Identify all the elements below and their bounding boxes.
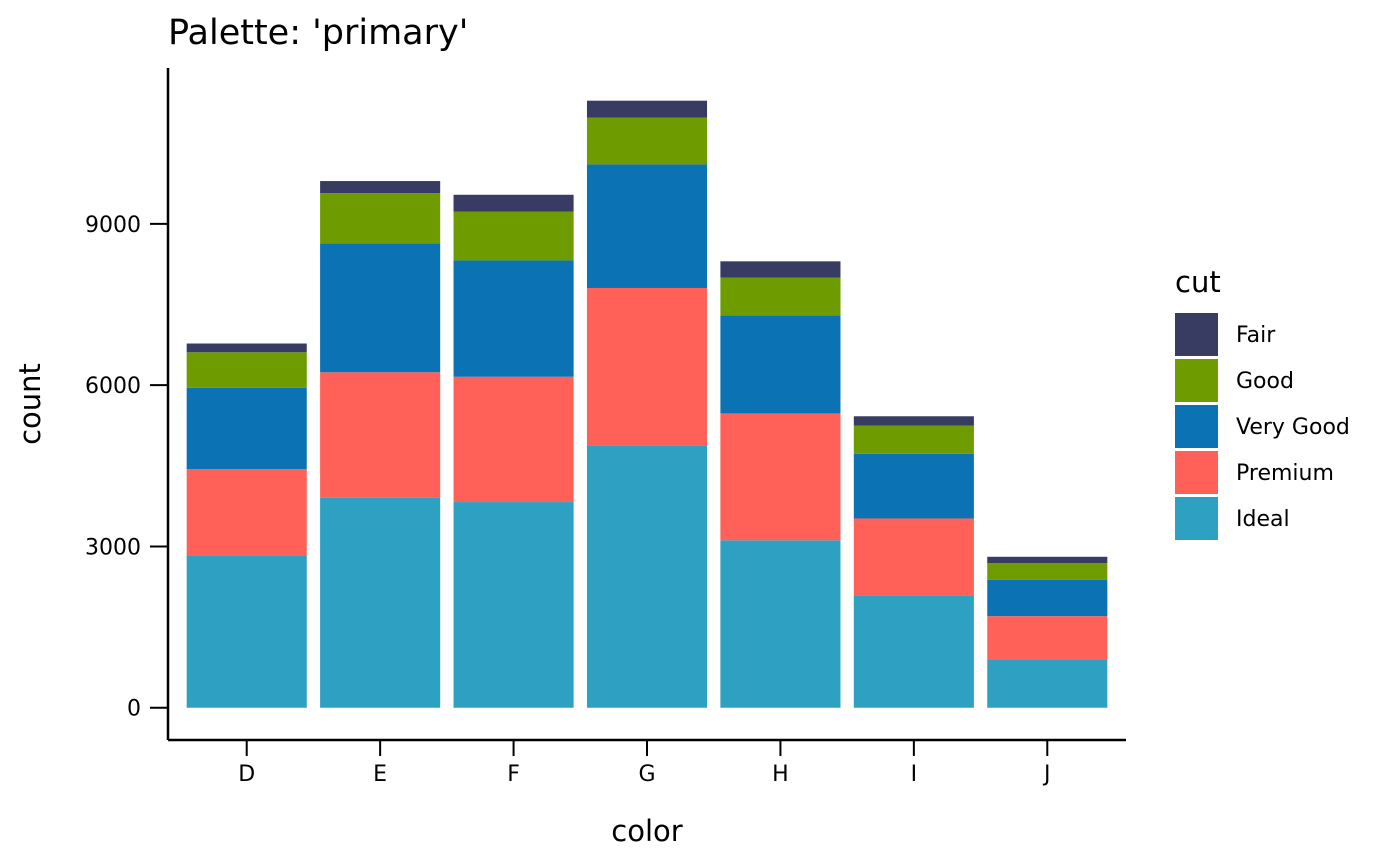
bar-segment-f-premium xyxy=(453,376,574,503)
bar-segment-e-good xyxy=(320,193,441,244)
plot-area xyxy=(186,100,1108,708)
bar-segment-d-good xyxy=(186,352,307,388)
bar-segment-d-very-good xyxy=(186,387,307,470)
y-tick-label: 9000 xyxy=(85,213,141,238)
x-tick-label: E xyxy=(373,762,387,787)
legend-title: cut xyxy=(1175,265,1221,299)
bar-segment-g-premium xyxy=(586,287,708,446)
bar-segment-j-ideal xyxy=(987,659,1108,708)
bar-segment-e-premium xyxy=(320,372,441,498)
legend-key-premium xyxy=(1175,451,1218,494)
bar-segment-g-very-good xyxy=(586,164,708,288)
bar-segment-i-ideal xyxy=(853,595,974,708)
x-tick-label: D xyxy=(238,762,255,787)
x-axis-title: color xyxy=(611,814,682,848)
y-axis-ticks: 0 3000 6000 9000 xyxy=(85,213,168,722)
bar-segment-g-ideal xyxy=(586,445,708,708)
bar-segment-i-premium xyxy=(853,518,974,596)
y-tick-label: 6000 xyxy=(85,374,141,399)
bar-segment-e-ideal xyxy=(320,497,441,708)
legend-key-good xyxy=(1175,359,1218,402)
bar-segment-g-good xyxy=(586,117,708,165)
x-tick-label: I xyxy=(911,762,918,787)
legend: cut Fair Good Very Good Premium Ideal xyxy=(1175,265,1350,540)
x-tick-label: H xyxy=(772,762,789,787)
bar-segment-e-fair xyxy=(320,181,441,194)
y-tick-label: 3000 xyxy=(85,535,141,560)
legend-label-premium: Premium xyxy=(1236,461,1334,486)
legend-label-ideal: Ideal xyxy=(1236,507,1290,532)
bar-segment-d-premium xyxy=(186,469,307,556)
bar-segment-j-fair xyxy=(987,556,1108,564)
y-axis-title: count xyxy=(13,363,47,445)
bar-segment-i-fair xyxy=(853,416,974,426)
bar-segment-j-good xyxy=(987,563,1108,580)
x-tick-label: G xyxy=(638,762,655,787)
bar-segment-f-good xyxy=(453,211,574,261)
bar-segment-h-premium xyxy=(720,413,841,541)
bar-segment-d-ideal xyxy=(186,555,307,708)
bar-segment-h-very-good xyxy=(720,315,841,414)
bar-segment-h-good xyxy=(720,277,841,316)
bar-segment-f-fair xyxy=(453,194,574,212)
bar-segment-j-very-good xyxy=(987,579,1108,617)
y-tick-label: 0 xyxy=(127,697,141,722)
legend-label-good: Good xyxy=(1236,369,1294,394)
bar-segment-j-premium xyxy=(987,616,1108,660)
bar-segment-g-fair xyxy=(586,100,708,118)
x-tick-label: J xyxy=(1042,762,1051,787)
legend-label-fair: Fair xyxy=(1236,323,1276,348)
bar-segment-h-fair xyxy=(720,261,841,278)
bar-segment-i-very-good xyxy=(853,453,974,519)
legend-label-very-good: Very Good xyxy=(1236,415,1350,440)
bar-segment-i-good xyxy=(853,425,974,454)
legend-key-ideal xyxy=(1175,497,1218,540)
x-axis-ticks: D E F G H I J xyxy=(238,740,1051,787)
x-tick-label: F xyxy=(507,762,520,787)
chart-title: Palette: 'primary' xyxy=(168,13,468,53)
bar-segment-h-ideal xyxy=(720,540,841,708)
bar-segment-d-fair xyxy=(186,343,307,353)
bar-segment-e-very-good xyxy=(320,243,441,373)
legend-key-very-good xyxy=(1175,405,1218,448)
bar-segment-f-ideal xyxy=(453,502,574,708)
bar-segment-f-very-good xyxy=(453,260,574,377)
legend-key-fair xyxy=(1175,313,1218,356)
